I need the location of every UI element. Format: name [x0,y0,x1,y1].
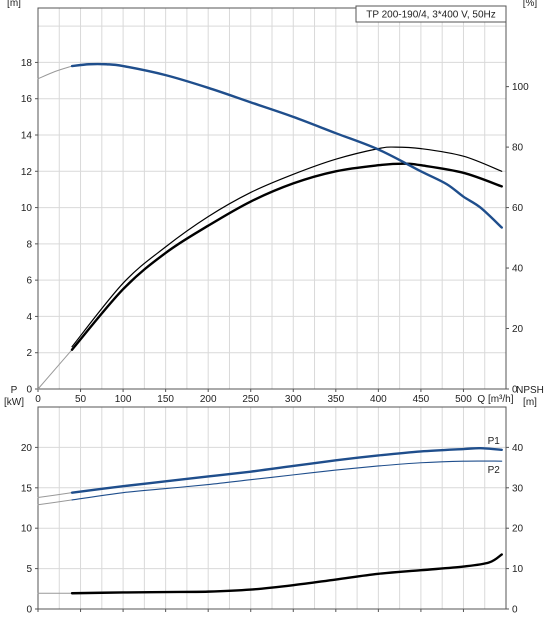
series-eta-total [70,162,503,351]
y-tick-label: 0 [26,385,32,396]
axis-labels: H[m]eta[%]Q [m³/h] [7,0,537,405]
y-tick-label: 5 [26,564,32,575]
y2-tick-label: 80 [512,143,524,154]
series-p2-ext [37,499,73,506]
series-eta-ext [37,349,73,390]
y-tick-label: 10 [21,203,33,214]
y-axis-unit: [kW] [4,397,24,408]
y2-tick-label: 40 [512,443,524,454]
series-p1 [70,446,503,494]
series-label-p2: P2 [488,465,501,476]
y-axis-unit: [m] [7,0,21,9]
y2-tick-label: 20 [512,524,524,535]
y2-tick-label: 100 [512,82,529,93]
x-tick-label: 250 [242,394,259,405]
y-tick-label: 2 [26,348,32,359]
grid-lines [37,406,506,610]
plot-frame [37,406,507,610]
series-h [70,62,503,229]
chart-title-box: TP 200-190/4, 3*400 V, 50Hz [355,5,507,23]
y2-axis-label: NPSH [516,385,544,396]
x-tick-label: 500 [455,394,472,405]
y-tick-label: 8 [26,239,32,250]
y-axis-label: P [11,385,18,396]
y-tick-label: 0 [26,605,32,616]
x-tick-label: 200 [200,394,217,405]
y-tick-label: 12 [21,167,33,178]
y2-axis-unit: [%] [523,0,538,9]
series-p2 [71,460,503,501]
series-lines: P2 P1 [37,436,503,595]
y-tick-label: 10 [21,524,33,535]
chart-title-frame [355,5,507,23]
x-tick-label: 0 [35,394,41,405]
y2-tick-label: 20 [512,324,524,335]
y-tick-label: 20 [21,443,33,454]
x-tick-label: 150 [157,394,174,405]
series-eta-pump [71,146,503,348]
x-tick-label: 450 [413,394,430,405]
x-tick-label: 50 [75,394,87,405]
tick-labels: 0 5 10 15 20 0 10 20 30 40 [21,443,524,616]
x-tick-label: 350 [327,394,344,405]
tick-labels: 0 50 100 150 200 250 300 350 400 450 5000246810121… [21,58,529,405]
y2-tick-label: 30 [512,483,524,494]
y2-tick-label: 0 [512,605,518,616]
series-lines [37,62,503,390]
axis-labels: P[kW] NPSH[m] [4,385,544,408]
x-tick-label: 400 [370,394,387,405]
x-tick-label: 300 [285,394,302,405]
chart-title: TP 200-190/4, 3*400 V, 50Hz [366,10,496,21]
y-tick-label: 6 [26,276,32,287]
y-tick-label: 18 [21,58,33,69]
y-tick-label: 15 [21,483,33,494]
x-axis-label: Q [m³/h] [477,394,513,405]
plot-frame [37,7,507,390]
y2-tick-label: 0 [512,385,518,396]
x-tick-label: 100 [115,394,132,405]
y2-tick-label: 40 [512,264,524,275]
head-efficiency-chart: 0 50 100 150 200 250 300 350 400 450 5000246810121… [7,0,537,405]
series-label-p1: P1 [488,436,501,447]
y-tick-label: 16 [21,94,33,105]
series-npsh [70,553,503,595]
y2-tick-label: 10 [512,564,524,575]
y2-axis-unit: [m] [523,397,537,408]
y2-tick-label: 60 [512,203,524,214]
series-h-ext [37,65,73,80]
y-tick-label: 14 [21,131,33,142]
y-tick-label: 4 [26,312,32,323]
series-p1-ext [37,492,73,498]
